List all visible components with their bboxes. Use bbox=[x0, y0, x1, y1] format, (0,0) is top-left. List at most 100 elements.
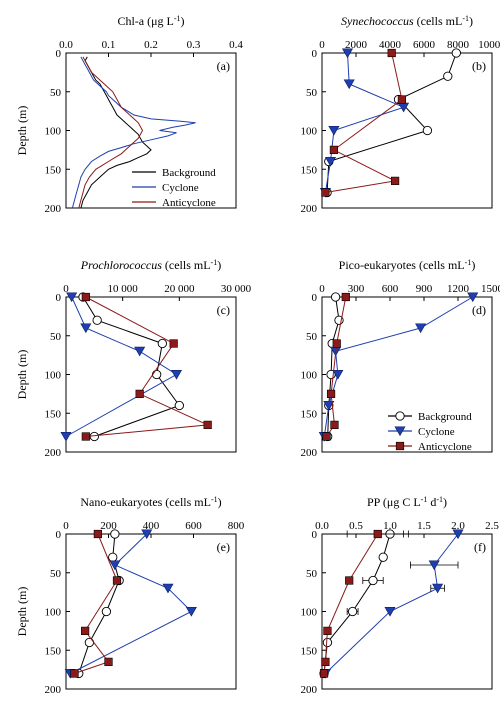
y-tick-label: 0 bbox=[56, 292, 62, 304]
y-tick-label: 200 bbox=[45, 447, 62, 459]
data-point bbox=[101, 606, 112, 617]
x-tick-label: 400 bbox=[143, 520, 160, 532]
data-point bbox=[141, 529, 153, 540]
series-cyclone bbox=[60, 292, 183, 442]
x-tick-label: 0 bbox=[319, 283, 325, 295]
data-point bbox=[328, 125, 340, 136]
x-tick-label: 0 bbox=[63, 283, 69, 295]
chart-panel-f: PP (μg C L-1 d-1) 0.0 0.5 1.0 1.5 2.0 2.5 0 50 10… bbox=[301, 495, 500, 697]
x-tick-label: 4000 bbox=[379, 39, 402, 51]
data-point bbox=[343, 79, 355, 90]
data-point bbox=[70, 669, 79, 678]
data-point bbox=[89, 431, 99, 442]
y-tick-label: 50 bbox=[50, 331, 62, 343]
y-tick-label: 50 bbox=[306, 331, 318, 343]
data-point bbox=[397, 95, 407, 104]
panel-label: (c) bbox=[217, 303, 230, 317]
y-axis-label: Depth (m) bbox=[15, 587, 29, 637]
data-point bbox=[384, 606, 396, 617]
x-tick-label: 300 bbox=[348, 283, 365, 295]
series-line bbox=[80, 56, 152, 209]
legend-label: Cyclone bbox=[418, 426, 455, 438]
series-cyclone bbox=[71, 56, 196, 209]
data-point bbox=[330, 292, 341, 302]
series-line bbox=[323, 533, 379, 674]
data-point bbox=[80, 323, 92, 334]
y-tick-label: 50 bbox=[306, 568, 318, 580]
x-tick-label: 0.5 bbox=[349, 520, 363, 532]
data-point bbox=[373, 529, 382, 539]
data-point bbox=[134, 346, 146, 357]
data-point bbox=[345, 576, 354, 585]
legend-label: Background bbox=[162, 167, 216, 179]
x-tick-label: 0.3 bbox=[187, 39, 201, 51]
data-point bbox=[162, 583, 174, 594]
y-tick-label: 200 bbox=[45, 684, 62, 696]
chart-panel-a: Chl-a (μg L-1) 0.0 0.1 0.2 0.3 0.4 0 50 100 150 20… bbox=[15, 14, 243, 216]
y-tick-label: 0 bbox=[312, 48, 318, 60]
x-tick-label: 1.5 bbox=[417, 520, 431, 532]
series-line bbox=[70, 533, 193, 674]
series-background bbox=[322, 48, 461, 198]
data-point bbox=[452, 529, 464, 540]
series-background bbox=[78, 292, 184, 442]
y-axis-label: Depth (m) bbox=[15, 106, 29, 156]
series-anticyclone bbox=[322, 292, 350, 441]
x-tick-label: 0.1 bbox=[102, 39, 116, 51]
series-anticyclone bbox=[70, 529, 122, 678]
chart-panel-d: Pico-eukaryotes (cells mL-1) 0 300 600 900 12… bbox=[301, 258, 500, 460]
data-point bbox=[157, 338, 167, 349]
x-tick-label: 200 bbox=[100, 520, 117, 532]
series-line bbox=[78, 56, 144, 209]
series-line bbox=[324, 52, 406, 193]
series-line bbox=[323, 296, 473, 437]
x-tick-label: 2.0 bbox=[451, 520, 465, 532]
chart-title: Chl-a (μg L-1) bbox=[117, 14, 184, 29]
y-tick-label: 0 bbox=[56, 48, 62, 60]
series-cyclone bbox=[318, 292, 479, 442]
legend-label: Anticyclone bbox=[162, 197, 216, 209]
series-line bbox=[65, 296, 178, 437]
data-point bbox=[112, 576, 122, 585]
legend: Background Cyclone Anticyclone bbox=[132, 167, 216, 209]
data-point bbox=[378, 552, 388, 562]
y-tick-label: 100 bbox=[45, 607, 62, 619]
y-tick-label: 150 bbox=[45, 164, 62, 176]
series-line bbox=[71, 56, 196, 209]
y-tick-label: 100 bbox=[301, 607, 318, 619]
data-point bbox=[324, 156, 337, 167]
chart-title: Prochlorococcus (cells mL-1) bbox=[80, 258, 221, 273]
data-point bbox=[152, 369, 162, 380]
data-point bbox=[108, 552, 118, 562]
x-tick-label: 1.0 bbox=[383, 520, 397, 532]
y-tick-label: 0 bbox=[312, 292, 318, 304]
legend-marker bbox=[395, 411, 405, 421]
series-cyclone bbox=[319, 529, 464, 679]
data-point bbox=[110, 529, 120, 539]
data-point bbox=[321, 657, 330, 666]
x-tick-label: 0.0 bbox=[59, 39, 73, 51]
data-point bbox=[170, 369, 183, 380]
data-point bbox=[322, 432, 331, 441]
data-point bbox=[135, 389, 144, 398]
data-point bbox=[341, 292, 350, 302]
legend-label: Anticyclone bbox=[418, 441, 472, 453]
data-point bbox=[330, 420, 339, 429]
x-tick-label: 8000 bbox=[447, 39, 470, 51]
y-tick-label: 150 bbox=[45, 408, 62, 420]
data-point bbox=[323, 400, 335, 411]
x-tick-label: 600 bbox=[185, 520, 202, 532]
y-tick-label: 50 bbox=[306, 87, 318, 99]
x-tick-label: 0.4 bbox=[229, 39, 243, 51]
y-tick-label: 150 bbox=[301, 408, 318, 420]
data-point bbox=[319, 669, 329, 678]
y-tick-label: 50 bbox=[50, 87, 62, 99]
data-point bbox=[169, 339, 178, 348]
data-point bbox=[443, 71, 453, 81]
data-point bbox=[332, 339, 341, 348]
x-tick-label: 1200 bbox=[447, 283, 470, 295]
data-point bbox=[415, 323, 427, 334]
legend-marker bbox=[394, 426, 406, 437]
x-tick-label: 2.5 bbox=[485, 520, 499, 532]
legend-entry-cyclone: Cyclone bbox=[388, 426, 455, 438]
